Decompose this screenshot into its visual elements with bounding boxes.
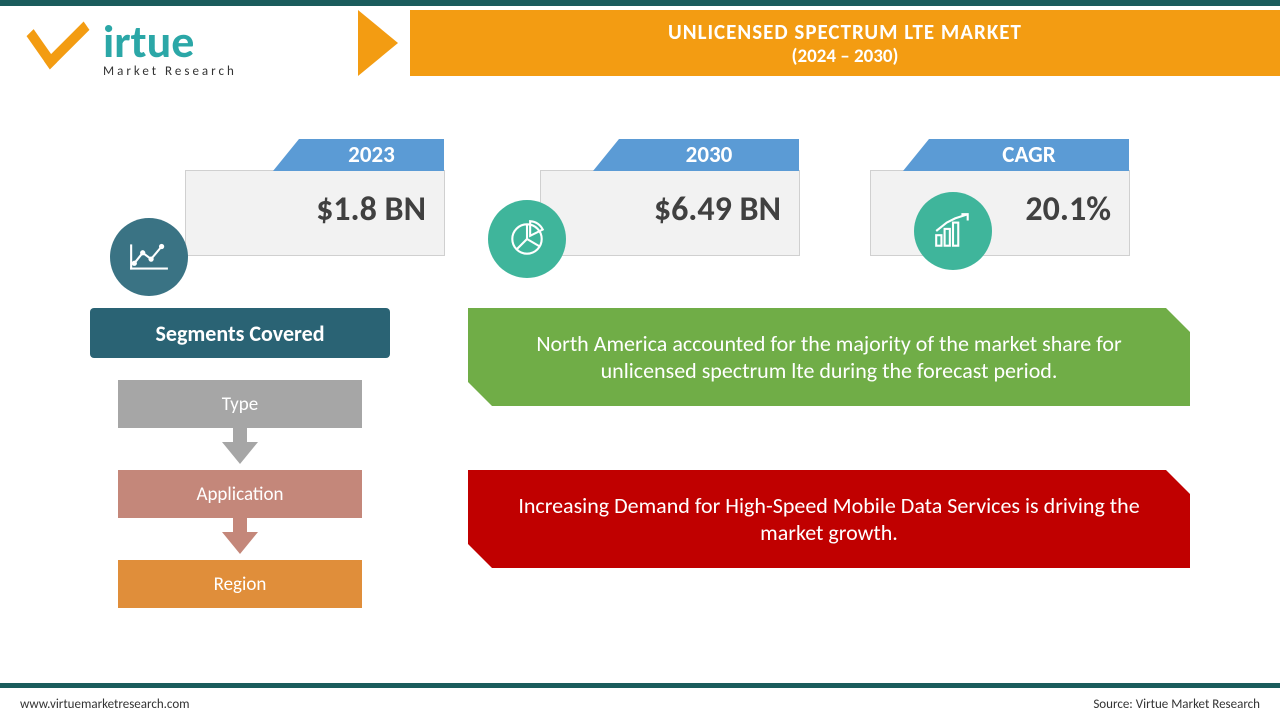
line-chart-icon xyxy=(110,218,188,296)
segment-box: Type xyxy=(118,380,362,428)
logo-tagline: Market Research xyxy=(103,64,237,79)
page-subtitle: (2024 – 2030) xyxy=(792,45,899,68)
header-banner: UNLICENSED SPECTRUM LTE MARKET (2024 – 2… xyxy=(410,10,1280,76)
logo-brand-text: irtue xyxy=(103,14,194,70)
stat-card: 2030$6.49 BN xyxy=(540,170,800,256)
stat-label: CAGR xyxy=(929,139,1129,171)
stat-value: $1.8 BN xyxy=(316,189,426,230)
bottom-border xyxy=(0,683,1280,688)
segment-box: Application xyxy=(118,470,362,518)
logo: irtue Market Research xyxy=(35,8,315,83)
stat-label: 2023 xyxy=(299,139,444,171)
footer-url: www.virtuemarketresearch.com xyxy=(20,697,190,712)
insight-box: Increasing Demand for High-Speed Mobile … xyxy=(468,470,1190,568)
chevron-icon xyxy=(358,10,398,76)
arrow-down-head-icon xyxy=(222,442,258,464)
growth-chart-icon xyxy=(914,192,992,270)
segment-box: Region xyxy=(118,560,362,608)
pie-chart-icon xyxy=(488,200,566,278)
stat-value: 20.1% xyxy=(1025,189,1111,230)
stat-value: $6.49 BN xyxy=(654,189,781,230)
page-title: UNLICENSED SPECTRUM LTE MARKET xyxy=(668,19,1022,45)
stat-label: 2030 xyxy=(619,139,799,171)
footer-source: Source: Virtue Market Research xyxy=(1093,697,1260,712)
insight-box: North America accounted for the majority… xyxy=(468,308,1190,406)
segments-header: Segments Covered xyxy=(90,308,390,358)
logo-checkmark-icon xyxy=(27,0,90,69)
stat-card: 2023$1.8 BN xyxy=(185,170,445,256)
top-border xyxy=(0,0,1280,6)
stat-card: CAGR20.1% xyxy=(870,170,1130,256)
arrow-down-head-icon xyxy=(222,532,258,554)
